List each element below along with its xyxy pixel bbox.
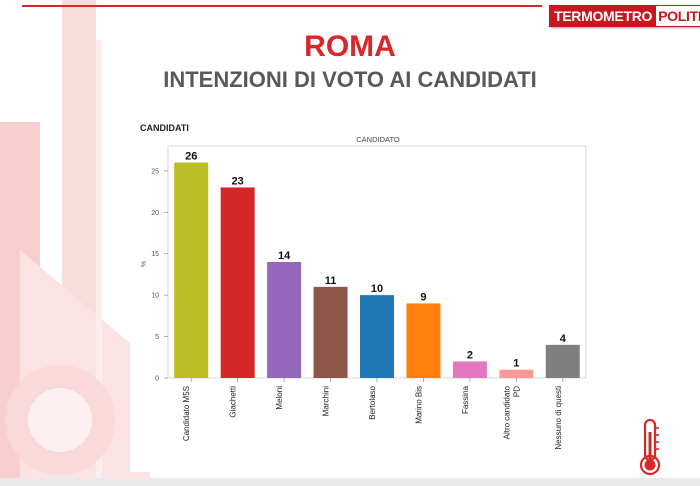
x-tick-label: Meloni <box>275 386 284 410</box>
header-rule <box>22 5 542 7</box>
x-tick-label: Marchini <box>322 386 331 416</box>
x-tick-label: Altro candidato <box>502 385 511 439</box>
x-tick-label: Giachetti <box>229 386 238 418</box>
x-tick-label: Fassina <box>461 385 470 414</box>
bar <box>545 344 580 378</box>
bar <box>174 162 209 378</box>
data-label: 26 <box>185 151 197 163</box>
y-tick-label: 10 <box>151 293 159 300</box>
page-subtitle: INTENZIONI DI VOTO AI CANDIDATI <box>163 67 537 92</box>
data-label: 4 <box>560 333 567 345</box>
x-tick-label: PD <box>512 386 521 397</box>
brand-logo: TERMOMETRO POLITICO <box>549 5 700 27</box>
data-label: 9 <box>420 291 426 303</box>
section-label: CANDIDATI <box>140 123 189 133</box>
x-tick-label: Candidato M5S <box>182 386 191 441</box>
x-tick-label: Nessuno di questi <box>554 386 563 450</box>
y-tick-label: 15 <box>151 251 159 258</box>
bar <box>360 295 394 378</box>
chart-title: CANDIDATO <box>356 135 400 144</box>
data-label: 2 <box>467 349 473 361</box>
bar <box>499 369 534 378</box>
data-label: 14 <box>278 250 291 262</box>
y-tick-label: 25 <box>151 168 159 175</box>
bar <box>220 187 255 378</box>
data-label: 1 <box>513 358 519 370</box>
page-title: ROMA <box>304 30 396 63</box>
bar <box>267 262 302 378</box>
thermometer-icon <box>639 418 661 476</box>
y-tick-label: 0 <box>155 376 159 383</box>
bar <box>406 303 441 378</box>
y-axis-label: % <box>141 261 148 267</box>
x-tick-label: Marino Bis <box>414 386 423 424</box>
bar <box>452 361 487 378</box>
y-tick-label: 20 <box>151 210 159 217</box>
bar <box>313 286 348 378</box>
logo-part2: POLITICO <box>656 5 700 27</box>
logo-part1: TERMOMETRO <box>549 5 657 27</box>
data-label: 23 <box>232 175 244 187</box>
data-label: 10 <box>371 283 383 295</box>
data-label: 11 <box>325 275 337 287</box>
x-tick-label: Bertolaso <box>368 385 377 419</box>
y-tick-label: 5 <box>155 334 159 341</box>
bar-chart: CANDIDATO 0 5 10 15 20 25% 26 Candidato M5S 23 Gi… <box>130 132 600 472</box>
